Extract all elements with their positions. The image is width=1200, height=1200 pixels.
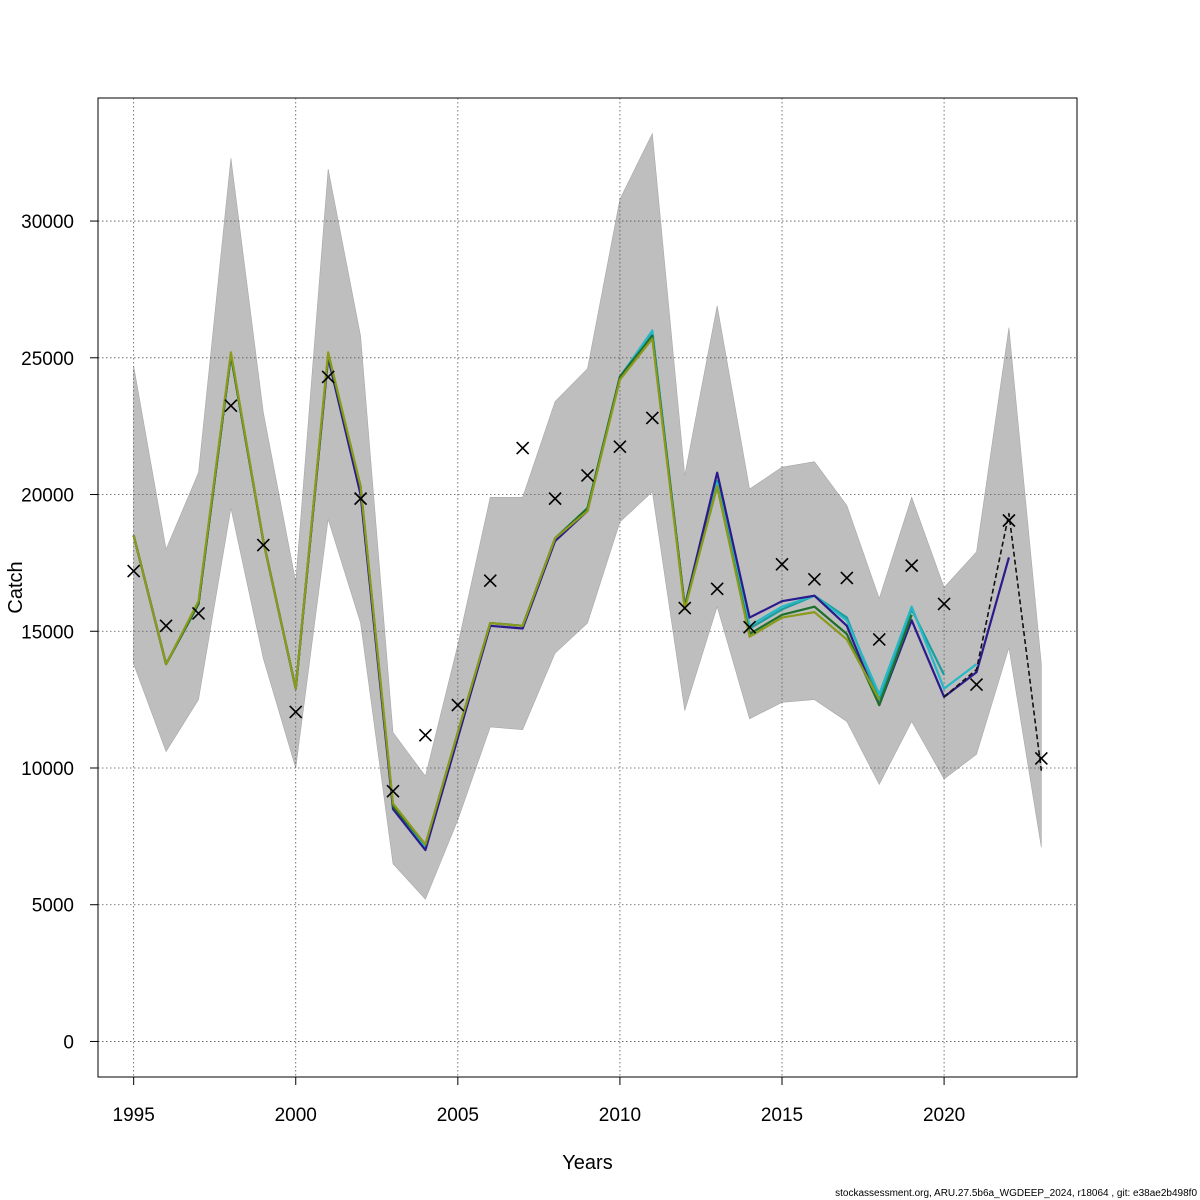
- series-line-6: [943, 512, 1043, 771]
- grid-layer: [98, 98, 1077, 1077]
- observed-point: [613, 440, 627, 454]
- observed-point: [645, 411, 659, 425]
- observed-point: [969, 678, 984, 692]
- observed-point: [937, 597, 951, 611]
- observed-point: [451, 698, 465, 712]
- footer-note: stockassessment.org, ARU.27.5b6a_WGDEEP_…: [835, 1188, 1197, 1199]
- observed-point: [710, 582, 724, 596]
- observed-point: [224, 399, 238, 413]
- observed-point: [1034, 751, 1048, 765]
- observed-catch-markers: [127, 370, 1048, 798]
- observed-point: [321, 370, 335, 384]
- observed-point: [354, 492, 368, 506]
- y-axis-title: Catch: [5, 561, 27, 613]
- plot-frame: [97, 97, 1078, 1078]
- y-tick-label: 0: [63, 1032, 74, 1053]
- y-tick-label: 30000: [21, 212, 74, 233]
- observed-point: [127, 564, 141, 578]
- x-axis-title: Years: [562, 1152, 612, 1174]
- y-tick-label: 25000: [21, 349, 74, 370]
- x-tick-label: 2015: [761, 1105, 803, 1126]
- observed-point: [418, 728, 432, 742]
- observed-point: [807, 572, 821, 586]
- confidence-band: [133, 132, 1042, 900]
- observed-point: [483, 574, 497, 588]
- y-tick-label: 10000: [21, 759, 74, 780]
- y-tick-label: 5000: [32, 896, 74, 917]
- confidence-band-layer: [133, 132, 1042, 900]
- y-axis: 0 5000 10000 15000 20000 25000 30000: [21, 212, 98, 1053]
- x-tick-label: 1995: [113, 1105, 155, 1126]
- observed-point: [1002, 513, 1016, 528]
- observed-point: [289, 705, 303, 719]
- observed-point: [872, 632, 886, 647]
- observed-point: [905, 559, 919, 573]
- observed-point: [548, 492, 562, 506]
- observed-point: [580, 468, 595, 482]
- y-tick-label: 20000: [21, 486, 74, 507]
- observed-point: [743, 620, 757, 634]
- observed-point: [516, 441, 530, 455]
- x-tick-label: 2005: [437, 1105, 479, 1126]
- observed-point: [191, 606, 206, 621]
- observed-point: [386, 784, 400, 798]
- observed-point: [678, 601, 692, 615]
- observed-point: [159, 619, 173, 633]
- observed-point: [775, 557, 789, 571]
- x-tick-label: 2020: [923, 1105, 965, 1126]
- observed-point: [840, 571, 854, 585]
- x-axis: 1995 2000 2005 2010 2015 2020: [113, 1077, 965, 1126]
- x-tick-label: 2010: [599, 1105, 641, 1126]
- observed-point: [256, 538, 270, 552]
- y-tick-label: 15000: [21, 622, 74, 643]
- x-tick-label: 2000: [275, 1105, 317, 1126]
